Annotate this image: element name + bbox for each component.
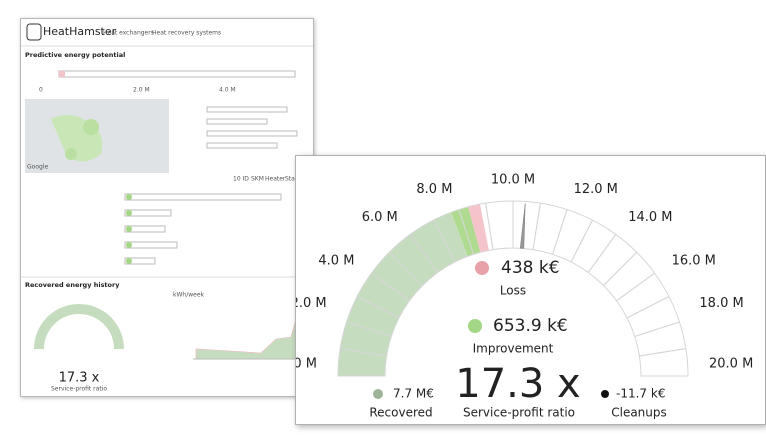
improvement-dot	[468, 319, 482, 333]
gauge-panel: 438 k€ Loss 653.9 k€ Improvement 7.7 M€ …	[295, 155, 766, 425]
bar-track	[58, 70, 296, 78]
status-dot	[126, 226, 132, 232]
gauge-sector	[638, 348, 689, 377]
recovered-dot	[373, 389, 383, 399]
map-credit: Google	[27, 164, 48, 171]
gauge-tick-label: 12.0 M	[574, 182, 618, 197]
ratio-label: Service-profit ratio	[463, 406, 575, 420]
section-title: Predictive energy potential	[25, 51, 125, 59]
axis-label: 0	[39, 87, 43, 94]
improvement-value: 653.9 k€	[493, 316, 568, 336]
gauge-chart: 438 k€ Loss 653.9 k€ Improvement 7.7 M€ …	[296, 173, 753, 420]
axis-label: 2.0 M	[133, 87, 150, 94]
bar-track	[124, 209, 172, 217]
logo	[26, 23, 42, 41]
button[interactable]: Status	[285, 176, 304, 183]
map-cluster[interactable]	[83, 119, 99, 135]
recovered-label: Recovered	[369, 406, 432, 420]
bar-track	[206, 142, 278, 149]
loss-label: Loss	[500, 284, 526, 298]
gauge-tick-label: 8.0 M	[416, 182, 452, 197]
mini-ratio: 17.3 x	[59, 371, 100, 386]
asset-list	[124, 193, 282, 265]
bar-track	[124, 257, 156, 265]
bar-track	[206, 130, 298, 137]
gauge-sector	[602, 251, 656, 302]
axis-title: kWh/week	[173, 292, 205, 299]
gauge-tick-label: 4.0 M	[318, 253, 354, 268]
status-dot	[126, 242, 132, 248]
dashboard: HeatHamster Heat exchangers Heat recover…	[21, 23, 313, 393]
mini-ratio-label: Service-profit ratio	[51, 386, 107, 393]
gauge-sector	[551, 208, 594, 263]
bar-track	[124, 225, 166, 233]
bar-track	[124, 193, 282, 201]
gauge-sector	[512, 200, 541, 251]
gauge-tick-label: 0.0 M	[296, 357, 317, 372]
axis-label: 4.0 M	[219, 87, 236, 94]
gauge-tick-label: 14.0 M	[628, 210, 672, 225]
nav-link[interactable]: Heat recovery systems	[152, 30, 221, 37]
loss-dot	[475, 261, 489, 275]
cleanups-value: -11.7 k€	[616, 387, 665, 401]
recovered-arc	[338, 212, 468, 376]
gauge-tick-label: 6.0 M	[362, 210, 398, 225]
improvement-label: Improvement	[473, 342, 554, 356]
gauge-track	[337, 200, 689, 377]
bar-track	[124, 241, 178, 249]
status-dot	[126, 258, 132, 264]
ratio-value: 17.3 x	[455, 361, 580, 407]
dashboard-window: HeatHamster Heat exchangers Heat recover…	[20, 18, 314, 397]
loss-arc	[468, 204, 489, 253]
button-group: 10 ID SKM Heater Status	[233, 176, 304, 183]
gauge-sector	[485, 200, 514, 251]
status-dot	[126, 194, 132, 200]
status-dot	[126, 210, 132, 216]
button[interactable]: 10 ID	[233, 176, 249, 183]
map-cluster[interactable]	[65, 148, 77, 160]
history-area	[195, 308, 302, 360]
section-title: Recovered energy history	[25, 281, 120, 289]
gauge-tick-label: 10.0 M	[491, 173, 535, 188]
button[interactable]: SKM	[251, 176, 264, 183]
brand: HeatHamster	[43, 25, 117, 38]
gauge-tick-label: 16.0 M	[672, 253, 716, 268]
gauge-tick-label: 2.0 M	[296, 296, 327, 311]
loss-value: 438 k€	[501, 258, 560, 278]
gauge-tick-label: 20.0 M	[709, 357, 753, 372]
cleanups-dot	[601, 390, 609, 398]
gauge-sector	[634, 321, 687, 357]
mini-gauge	[34, 304, 124, 350]
gauge-sector	[615, 272, 670, 319]
cleanups-label: Cleanups	[611, 406, 667, 420]
bar-track	[206, 118, 268, 125]
gauge-needle	[519, 203, 526, 249]
button[interactable]: Heater	[265, 176, 286, 183]
bar-track	[206, 106, 288, 113]
gauge-tick-label: 18.0 M	[699, 296, 743, 311]
recovered-value: 7.7 M€	[393, 387, 434, 401]
nav-link[interactable]: Heat exchangers	[103, 30, 154, 37]
gauge-sector	[532, 202, 568, 255]
bar	[59, 71, 65, 77]
